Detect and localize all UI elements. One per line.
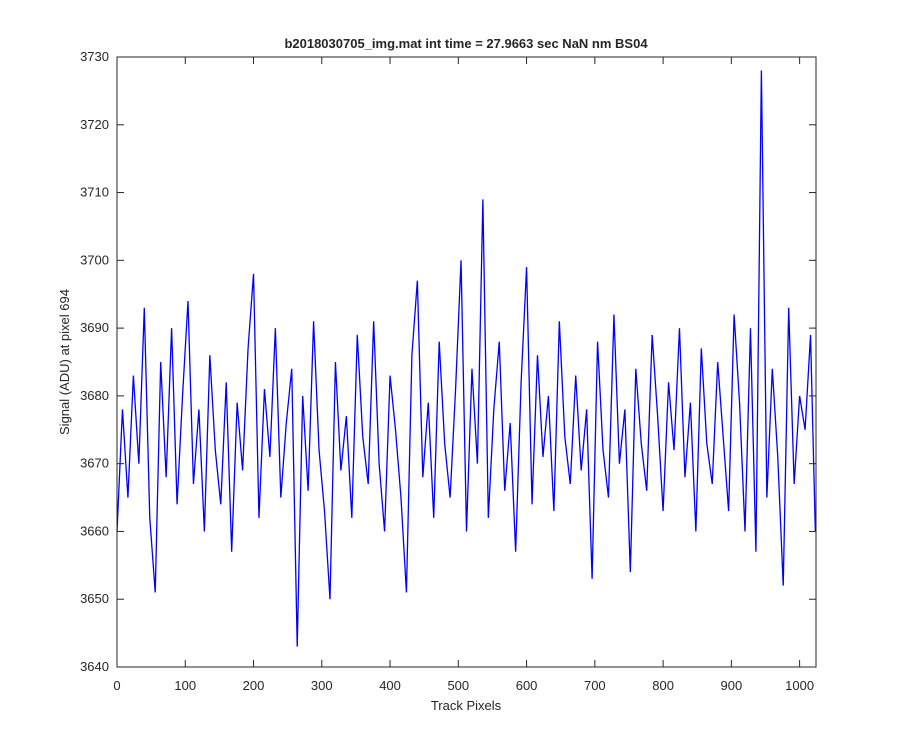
y-tick-label: 3680 bbox=[80, 388, 109, 403]
x-tick-label: 600 bbox=[516, 678, 538, 693]
x-tick-label: 700 bbox=[584, 678, 606, 693]
x-tick-label: 200 bbox=[243, 678, 265, 693]
y-tick-label: 3660 bbox=[80, 523, 109, 538]
x-tick-label: 0 bbox=[113, 678, 120, 693]
y-tick-label: 3650 bbox=[80, 591, 109, 606]
x-tick-label: 400 bbox=[379, 678, 401, 693]
y-tick-label: 3640 bbox=[80, 659, 109, 674]
plot-frame bbox=[116, 56, 817, 668]
x-tick-label: 800 bbox=[652, 678, 674, 693]
y-tick-label: 3670 bbox=[80, 456, 109, 471]
y-axis-label: Signal (ADU) at pixel 694 bbox=[57, 289, 72, 435]
chart-title: b2018030705_img.mat int time = 27.9663 s… bbox=[284, 36, 648, 51]
y-tick-label: 3720 bbox=[80, 117, 109, 132]
x-tick-label: 500 bbox=[447, 678, 469, 693]
y-tick-label: 3730 bbox=[80, 49, 109, 64]
y-tick-label: 3710 bbox=[80, 185, 109, 200]
x-tick-label: 300 bbox=[311, 678, 333, 693]
x-tick-label: 900 bbox=[721, 678, 743, 693]
x-axis-label: Track Pixels bbox=[431, 698, 502, 713]
x-tick-label: 1000 bbox=[785, 678, 814, 693]
x-tick-label: 100 bbox=[174, 678, 196, 693]
y-tick-label: 3700 bbox=[80, 252, 109, 267]
data-line bbox=[116, 70, 816, 647]
y-tick-label: 3690 bbox=[80, 320, 109, 335]
